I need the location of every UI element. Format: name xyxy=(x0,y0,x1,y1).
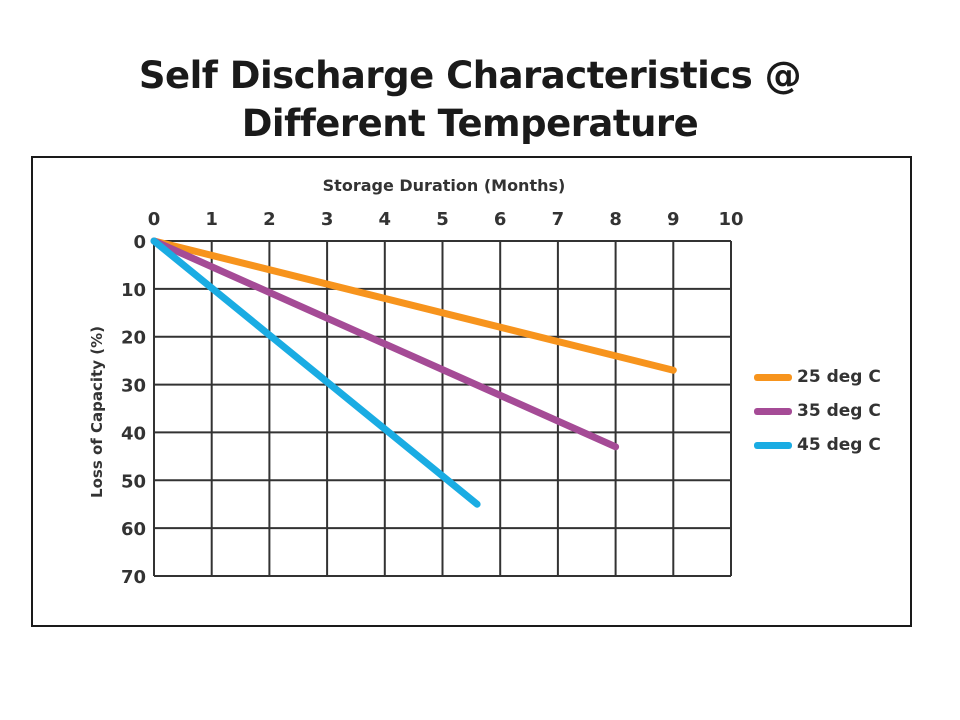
y-tick-label: 70 xyxy=(121,567,146,588)
chart-frame xyxy=(31,156,912,627)
x-tick-label: 5 xyxy=(436,209,449,230)
y-tick-label: 0 xyxy=(133,232,146,253)
y-tick-label: 40 xyxy=(121,423,146,444)
x-tick-label: 6 xyxy=(494,209,507,230)
y-tick-label: 30 xyxy=(121,376,146,397)
series-line-35-deg-c xyxy=(150,237,620,451)
legend-swatch xyxy=(754,407,792,415)
legend-label: 25 deg C xyxy=(797,367,881,387)
y-tick-labels: 0 10 20 30 40 50 60 70 xyxy=(121,232,146,588)
series-line-25-deg-c xyxy=(150,237,677,374)
x-tick-label: 4 xyxy=(379,209,392,230)
y-tick-label: 60 xyxy=(121,519,146,540)
x-tick-label: 2 xyxy=(263,209,276,230)
legend-item: 25 deg C xyxy=(754,360,881,394)
legend-label: 45 deg C xyxy=(797,435,881,455)
x-tick-label: 3 xyxy=(321,209,334,230)
x-tick-label: 7 xyxy=(552,209,565,230)
legend-item: 35 deg C xyxy=(754,394,881,428)
legend-swatch xyxy=(754,373,792,381)
x-tick-label: 10 xyxy=(718,209,743,230)
series-lines xyxy=(150,237,677,508)
x-tick-labels: 0 1 2 3 4 5 6 7 8 9 10 xyxy=(148,209,744,230)
x-tick-label: 9 xyxy=(667,209,680,230)
title-line-2: Different Temperature xyxy=(241,102,699,145)
legend-item: 45 deg C xyxy=(754,428,881,462)
legend-swatch xyxy=(754,441,792,449)
grid xyxy=(153,240,732,577)
y-tick-label: 20 xyxy=(121,328,146,349)
x-tick-label: 8 xyxy=(609,209,622,230)
x-tick-label: 0 xyxy=(148,209,161,230)
y-tick-label: 10 xyxy=(121,280,146,301)
y-tick-label: 50 xyxy=(121,471,146,492)
series-line-45-deg-c xyxy=(150,237,481,508)
x-tick-label: 1 xyxy=(205,209,218,230)
legend: 25 deg C 35 deg C 45 deg C xyxy=(754,360,881,462)
title-line-1: Self Discharge Characteristics @ xyxy=(138,54,802,97)
x-axis-label: Storage Duration (Months) xyxy=(323,176,566,195)
legend-label: 35 deg C xyxy=(797,401,881,421)
chart-title: Self Discharge Characteristics @ Differe… xyxy=(0,52,940,148)
y-axis-label: Loss of Capacity (%) xyxy=(88,326,106,498)
